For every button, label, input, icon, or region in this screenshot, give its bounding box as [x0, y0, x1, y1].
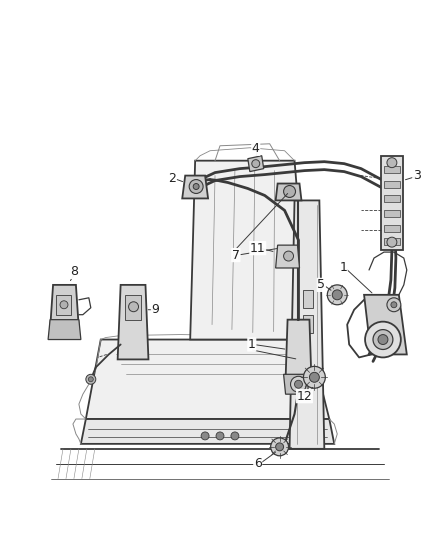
Polygon shape	[248, 156, 264, 172]
Polygon shape	[286, 320, 311, 379]
Bar	[304, 314, 314, 333]
Circle shape	[193, 183, 199, 190]
Polygon shape	[364, 295, 407, 354]
Circle shape	[276, 443, 283, 451]
Polygon shape	[86, 340, 329, 419]
Circle shape	[391, 302, 397, 308]
Text: 8: 8	[70, 265, 78, 278]
Circle shape	[378, 335, 388, 344]
Bar	[384, 196, 400, 203]
Bar	[384, 238, 400, 245]
Text: 4: 4	[252, 142, 260, 155]
Circle shape	[60, 301, 68, 309]
Bar	[384, 166, 400, 173]
Polygon shape	[50, 285, 79, 329]
Circle shape	[304, 366, 325, 388]
Text: 1: 1	[339, 262, 347, 274]
Text: 7: 7	[232, 248, 240, 262]
Bar	[304, 290, 314, 308]
Circle shape	[387, 158, 397, 168]
Circle shape	[129, 302, 138, 312]
Polygon shape	[118, 285, 148, 359]
Circle shape	[290, 376, 307, 392]
Bar	[384, 211, 400, 217]
Bar	[384, 181, 400, 188]
Circle shape	[373, 329, 393, 350]
Polygon shape	[276, 183, 301, 200]
Polygon shape	[190, 160, 309, 340]
Circle shape	[283, 251, 293, 261]
Circle shape	[88, 377, 93, 382]
Bar	[124, 295, 141, 320]
Circle shape	[387, 237, 397, 247]
Circle shape	[231, 432, 239, 440]
Circle shape	[327, 285, 347, 305]
Bar	[384, 225, 400, 232]
Circle shape	[365, 321, 401, 358]
Bar	[381, 156, 403, 250]
Polygon shape	[283, 374, 309, 394]
Circle shape	[283, 185, 296, 197]
Polygon shape	[182, 175, 208, 198]
Text: 9: 9	[152, 303, 159, 316]
Polygon shape	[48, 320, 81, 340]
Polygon shape	[290, 200, 324, 449]
Circle shape	[332, 290, 342, 300]
Bar	[56, 295, 71, 314]
Circle shape	[294, 380, 303, 388]
Text: 11: 11	[250, 241, 265, 255]
Circle shape	[86, 374, 96, 384]
Circle shape	[201, 432, 209, 440]
Polygon shape	[276, 245, 300, 268]
Circle shape	[387, 298, 401, 312]
Text: 1: 1	[248, 338, 256, 351]
Text: 3: 3	[413, 169, 420, 182]
Text: 5: 5	[318, 278, 325, 292]
Text: 2: 2	[168, 172, 176, 185]
Circle shape	[189, 180, 203, 193]
Circle shape	[271, 438, 289, 456]
Circle shape	[216, 432, 224, 440]
Text: 6: 6	[254, 457, 261, 470]
Polygon shape	[81, 419, 334, 444]
Circle shape	[252, 160, 260, 168]
Circle shape	[309, 373, 319, 382]
Text: 12: 12	[297, 390, 312, 402]
